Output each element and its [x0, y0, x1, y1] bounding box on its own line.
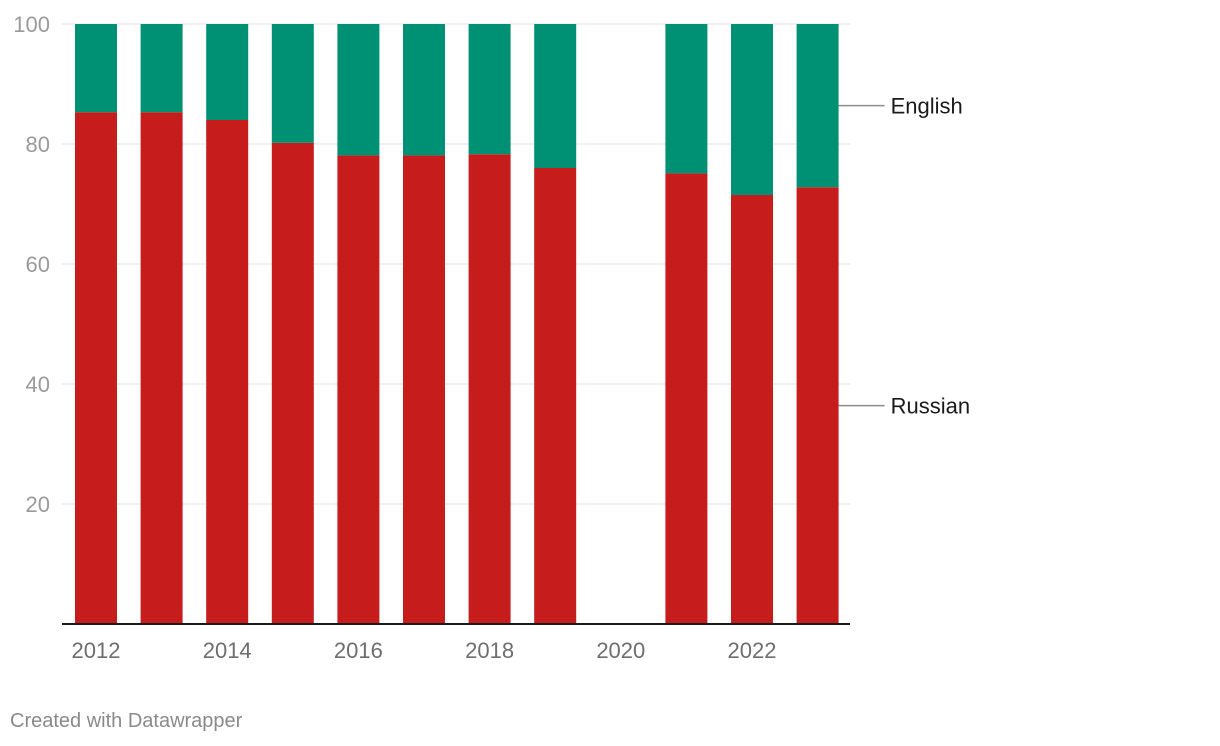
x-tick-label: 2018	[465, 638, 514, 663]
x-tick-label: 2022	[728, 638, 777, 663]
bar-english-2016	[337, 24, 380, 156]
bar-russian-2022	[731, 195, 773, 624]
gridlines	[62, 23, 850, 505]
x-axis-ticks: 2012 2014 2016 2018 2020 2022	[72, 638, 777, 663]
y-tick-label: 40	[26, 372, 50, 397]
x-tick-label: 2014	[203, 638, 252, 663]
bar-russian-2014	[206, 120, 249, 624]
bar-english-2017	[403, 24, 445, 156]
bar-english-2022	[731, 24, 773, 195]
y-tick-label: 20	[26, 492, 50, 517]
y-tick-label: 80	[26, 132, 50, 157]
legend-label-russian: Russian	[891, 394, 970, 419]
bar-russian-2019	[534, 168, 577, 624]
y-tick-label: 60	[26, 252, 50, 277]
bar-english-2018	[468, 24, 511, 155]
bar-russian-2021	[665, 173, 708, 624]
y-axis-ticks: 20 40 60 80 100	[13, 12, 50, 517]
bars	[75, 24, 839, 625]
bar-english-2019	[534, 24, 577, 168]
bar-english-2015	[271, 24, 314, 143]
bar-russian-2012	[75, 112, 117, 624]
legend-label-english: English	[891, 94, 963, 119]
x-tick-label: 2020	[596, 638, 645, 663]
y-tick-label: 100	[13, 12, 50, 37]
bar-english-2012	[75, 24, 117, 113]
legend: Russian English	[838, 94, 970, 419]
credit-text: Created with Datawrapper	[10, 710, 243, 732]
bar-russian-2016	[337, 155, 380, 624]
bar-english-2013	[140, 24, 183, 113]
bar-english-2014	[206, 24, 249, 120]
x-tick-label: 2012	[72, 638, 121, 663]
bar-russian-2013	[140, 112, 183, 624]
bar-english-2021	[665, 24, 708, 174]
bar-russian-2018	[468, 154, 511, 624]
x-tick-label: 2016	[334, 638, 383, 663]
bar-russian-2015	[271, 142, 314, 625]
bar-russian-2017	[403, 155, 445, 624]
bar-russian-2023	[796, 187, 839, 624]
chart: 20 40 60 80 100 2012 2014 2016 2018 2020 2022 Rus…	[13, 12, 970, 663]
bar-english-2023	[796, 24, 839, 188]
